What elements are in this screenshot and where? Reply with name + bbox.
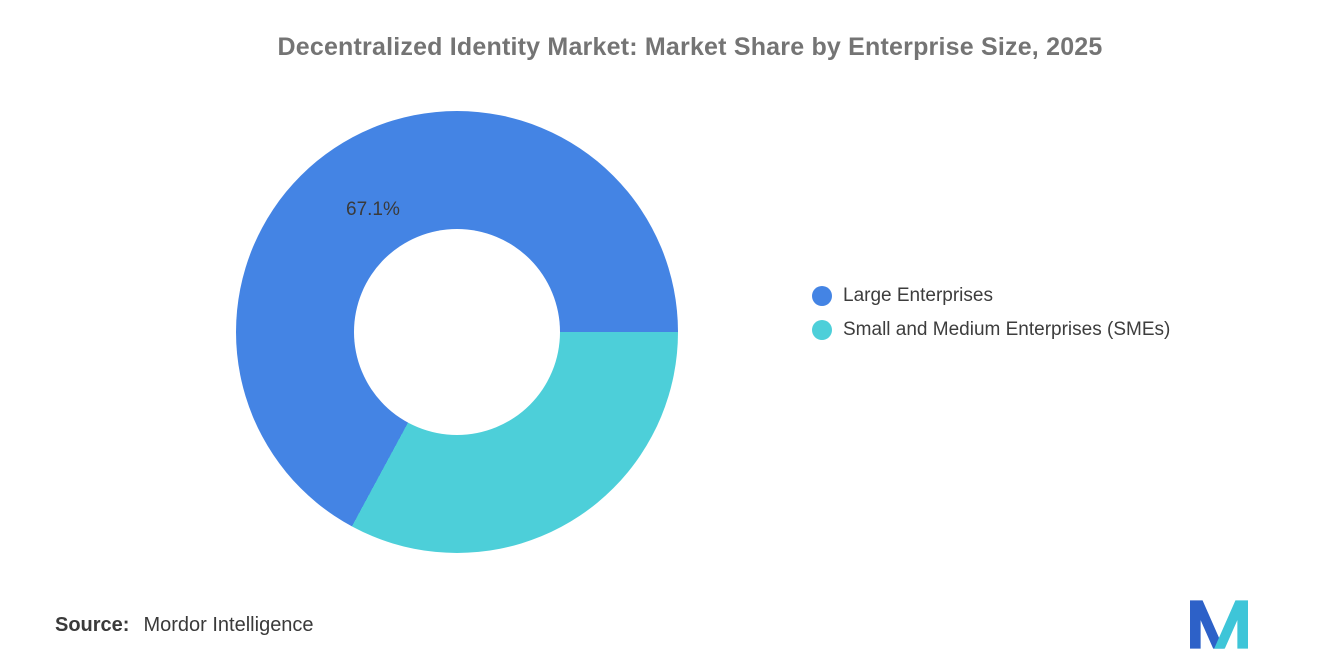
legend-item-smes: Small and Medium Enterprises (SMEs) [812, 319, 1170, 341]
legend-swatch-large-enterprises [812, 286, 832, 306]
logo-left-shape [1190, 600, 1224, 649]
legend-item-large-enterprises: Large Enterprises [812, 285, 1170, 307]
logo-right-shape [1214, 600, 1248, 649]
mordor-intelligence-logo [1190, 600, 1248, 649]
legend-label-smes: Small and Medium Enterprises (SMEs) [843, 319, 1171, 340]
slice-data-label: 67.1% [346, 199, 400, 220]
legend-label-large-enterprises: Large Enterprises [843, 285, 993, 306]
source-line: Source: Mordor Intelligence [55, 614, 314, 637]
legend-swatch-smes [812, 320, 832, 340]
chart-title: Decentralized Identity Market: Market Sh… [277, 33, 1103, 61]
donut-hole [354, 229, 560, 435]
source-prefix: Source: [55, 614, 130, 636]
source-text: Mordor Intelligence [143, 614, 314, 636]
legend: Large Enterprises Small and Medium Enter… [812, 285, 1170, 341]
donut-chart: 67.1% [236, 111, 678, 553]
